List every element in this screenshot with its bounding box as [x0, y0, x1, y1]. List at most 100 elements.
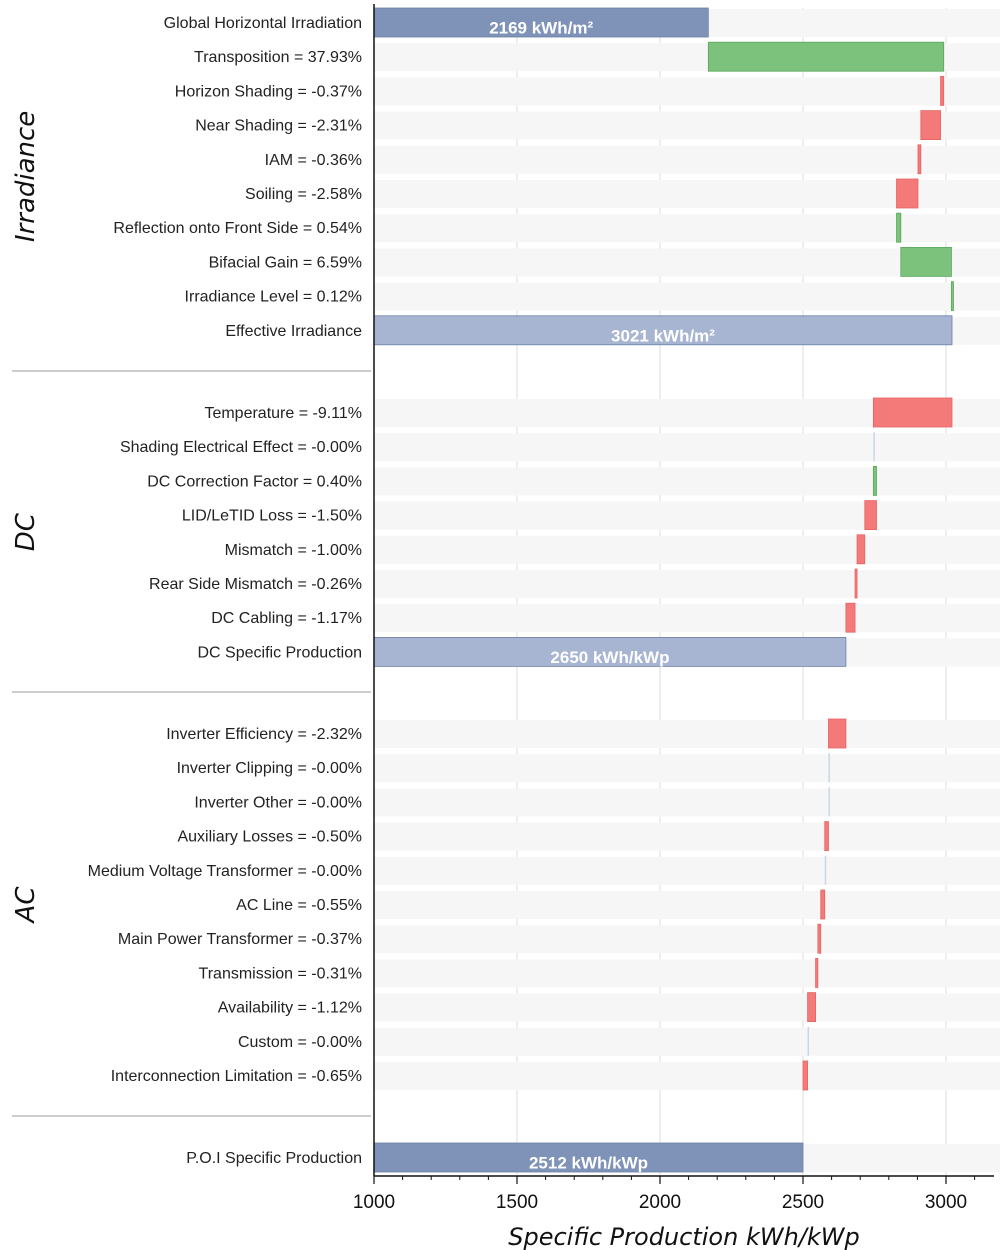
zero-bar — [828, 753, 830, 783]
section-label: AC — [11, 886, 41, 925]
row-background — [374, 501, 1000, 530]
category-label: Inverter Efficiency = -2.32% — [166, 726, 362, 743]
tick-label: 2000 — [639, 1192, 681, 1213]
zero-bar — [873, 432, 875, 462]
row-background — [374, 570, 1000, 598]
category-label: Main Power Transformer = -0.37% — [118, 931, 362, 948]
row-background — [374, 248, 1000, 277]
gain-bar — [707, 41, 945, 72]
category-label: Temperature = -9.11% — [204, 405, 362, 422]
category-label: Shading Electrical Effect = -0.00% — [120, 439, 362, 456]
row-background — [374, 604, 1000, 633]
row-background — [374, 959, 1000, 988]
row-background — [374, 535, 1000, 564]
total-value-label: 2650 kWh/kWp — [550, 648, 669, 667]
bars: 2169 kWh/m² 3021 kWh/m² 2650 kWh/kWp 2512 k… — [373, 7, 954, 1173]
loss-bar — [896, 178, 919, 209]
tick-label: 3000 — [925, 1192, 967, 1213]
total-bar — [373, 1142, 804, 1173]
tick-label: 2500 — [782, 1192, 824, 1213]
loss-bar — [917, 144, 922, 175]
loss-bar — [856, 534, 866, 565]
loss-bar — [817, 923, 822, 954]
category-label: Effective Irradiance — [225, 323, 362, 340]
section-labels: Irradiance DC AC — [11, 111, 371, 1117]
row-background — [374, 788, 1000, 817]
category-label: Rear Side Mismatch = -0.26% — [149, 576, 362, 593]
loss-bar — [828, 718, 847, 749]
row-background — [374, 111, 1000, 140]
category-label: Near Shading = -2.31% — [195, 118, 362, 135]
category-label: Irradiance Level = 0.12% — [185, 289, 362, 306]
category-label: Mismatch = -1.00% — [225, 542, 362, 559]
category-label: Bifacial Gain = 6.59% — [209, 254, 362, 271]
category-label: Transposition = 37.93% — [194, 49, 362, 66]
category-label: DC Correction Factor = 0.40% — [147, 473, 362, 490]
gain-bar — [951, 281, 954, 312]
category-label: Inverter Other = -0.00% — [194, 794, 362, 811]
category-label: Soiling = -2.58% — [245, 186, 362, 203]
gain-bar — [872, 465, 877, 496]
loss-bar — [854, 568, 858, 599]
category-label: Global Horizontal Irradiation — [164, 15, 362, 32]
gain-bar — [900, 246, 952, 277]
loss-bar — [845, 602, 856, 633]
category-label: Transmission = -0.31% — [199, 965, 362, 982]
row-background — [374, 180, 1000, 208]
zero-bar — [824, 855, 827, 885]
total-bar — [373, 315, 953, 346]
row-background — [374, 145, 1000, 174]
loss-bar — [824, 821, 829, 851]
row-background — [374, 433, 1000, 462]
row-background — [374, 754, 1000, 783]
category-label: Reflection onto Front Side = 0.54% — [113, 220, 362, 237]
category-label: Custom = -0.00% — [238, 1034, 362, 1051]
section-label: Irradiance — [11, 111, 41, 242]
total-value-label: 2169 kWh/m² — [489, 19, 593, 38]
row-background — [374, 891, 1000, 919]
loss-bar — [864, 500, 877, 531]
row-background — [374, 77, 1000, 106]
loss-bar — [815, 958, 819, 988]
category-label: LID/LeTID Loss = -1.50% — [182, 508, 362, 525]
category-label: IAM = -0.36% — [265, 152, 362, 169]
loss-bar — [807, 992, 816, 1022]
row-background — [374, 856, 1000, 885]
row-background — [374, 925, 1000, 954]
category-label: Auxiliary Losses = -0.50% — [177, 829, 362, 846]
total-value-label: 2512 kWh/kWp — [529, 1154, 648, 1173]
row-background — [374, 282, 1000, 311]
tick-label: 1500 — [496, 1192, 538, 1213]
row-background — [374, 1027, 1000, 1056]
loss-bar — [820, 889, 826, 920]
loss-bar — [920, 110, 941, 140]
category-label: Medium Voltage Transformer = -0.00% — [88, 863, 362, 880]
row-background — [374, 993, 1000, 1022]
loss-bar — [872, 397, 953, 428]
tick-label: 1000 — [353, 1192, 395, 1213]
x-axis-title: Specific Production kWh/kWp — [508, 1223, 859, 1250]
category-label: AC Line = -0.55% — [236, 897, 362, 914]
section-label: DC — [11, 512, 41, 551]
category-labels: Global Horizontal Irradiation Transpositi… — [88, 15, 362, 1167]
zero-bar — [828, 787, 830, 817]
loss-bar — [940, 76, 945, 106]
category-label: Availability = -1.12% — [218, 1000, 362, 1017]
row-background — [374, 720, 1000, 748]
category-label: DC Specific Production — [197, 644, 362, 661]
category-label: Inverter Clipping = -0.00% — [177, 760, 362, 777]
category-label: DC Cabling = -1.17% — [211, 610, 362, 627]
row-background — [374, 214, 1000, 243]
gain-bar — [896, 212, 902, 243]
row-background — [374, 822, 1000, 851]
total-value-label: 3021 kWh/m² — [611, 326, 715, 345]
row-background — [374, 467, 1000, 496]
loss-bar — [802, 1060, 808, 1091]
category-label: P.O.I Specific Production — [186, 1150, 362, 1167]
total-bar — [373, 7, 709, 38]
category-label: Interconnection Limitation = -0.65% — [111, 1068, 362, 1085]
row-background — [374, 1062, 1000, 1090]
zero-bar — [807, 1026, 810, 1056]
category-label: Horizon Shading = -0.37% — [175, 83, 362, 100]
